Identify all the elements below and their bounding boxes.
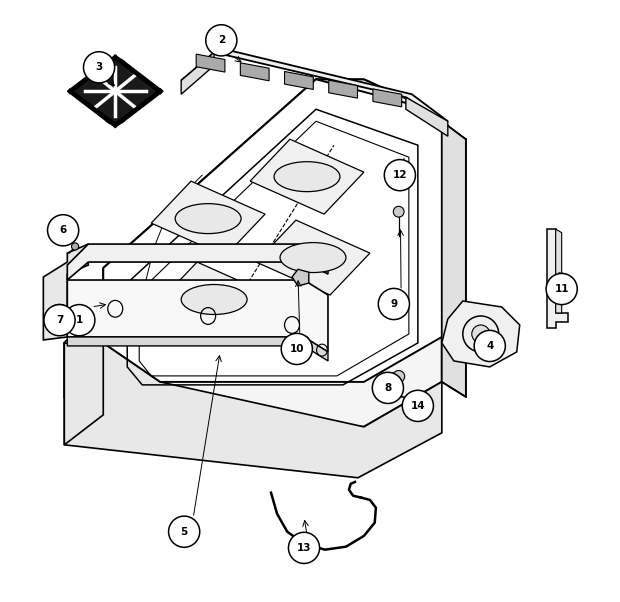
Text: 13: 13 [297, 543, 311, 553]
Circle shape [474, 330, 505, 362]
Ellipse shape [280, 243, 346, 273]
Circle shape [392, 370, 405, 382]
Polygon shape [43, 244, 88, 340]
Text: 6: 6 [60, 225, 67, 235]
Polygon shape [68, 280, 328, 352]
Polygon shape [292, 269, 309, 286]
Polygon shape [64, 343, 442, 478]
Polygon shape [181, 52, 214, 95]
Text: 4: 4 [486, 341, 494, 351]
Circle shape [64, 305, 95, 336]
Polygon shape [329, 80, 358, 98]
Circle shape [169, 516, 200, 547]
Circle shape [71, 243, 79, 250]
Text: 10: 10 [290, 344, 304, 354]
Circle shape [84, 52, 115, 83]
Polygon shape [547, 229, 568, 328]
Text: 7: 7 [56, 315, 63, 325]
Polygon shape [285, 72, 313, 90]
Polygon shape [157, 262, 271, 337]
Circle shape [44, 305, 75, 336]
Text: 2: 2 [218, 36, 225, 45]
Polygon shape [408, 397, 418, 414]
Circle shape [384, 160, 415, 191]
Text: 3: 3 [95, 62, 103, 72]
Polygon shape [151, 181, 265, 256]
Polygon shape [64, 322, 104, 343]
Polygon shape [181, 48, 448, 121]
Ellipse shape [175, 203, 241, 234]
Polygon shape [442, 301, 520, 367]
Circle shape [397, 162, 409, 174]
Polygon shape [64, 343, 104, 445]
Polygon shape [196, 54, 225, 72]
Polygon shape [406, 98, 448, 136]
Circle shape [206, 25, 237, 56]
Circle shape [546, 273, 577, 305]
Circle shape [402, 390, 433, 421]
Circle shape [288, 532, 319, 563]
Polygon shape [70, 58, 160, 125]
Polygon shape [442, 121, 466, 397]
Text: 5: 5 [180, 527, 188, 537]
Polygon shape [556, 229, 562, 313]
Ellipse shape [274, 162, 340, 191]
Polygon shape [250, 139, 364, 214]
Circle shape [48, 215, 79, 246]
Ellipse shape [181, 285, 247, 314]
Polygon shape [68, 337, 328, 361]
Polygon shape [68, 244, 328, 280]
Circle shape [281, 334, 312, 365]
Text: 1: 1 [76, 315, 83, 325]
Circle shape [373, 372, 404, 403]
Circle shape [378, 288, 409, 320]
Text: 9: 9 [391, 299, 397, 309]
Polygon shape [373, 89, 402, 107]
Text: 8: 8 [384, 383, 391, 393]
Circle shape [46, 305, 73, 331]
Text: 11: 11 [554, 284, 569, 294]
Polygon shape [256, 220, 370, 295]
Text: 12: 12 [392, 170, 407, 180]
Text: eReplacementParts.com: eReplacementParts.com [170, 314, 306, 324]
Polygon shape [241, 63, 269, 81]
Polygon shape [104, 79, 442, 382]
Text: 14: 14 [410, 401, 425, 411]
Circle shape [393, 206, 404, 217]
Polygon shape [64, 79, 442, 427]
Circle shape [472, 325, 490, 343]
